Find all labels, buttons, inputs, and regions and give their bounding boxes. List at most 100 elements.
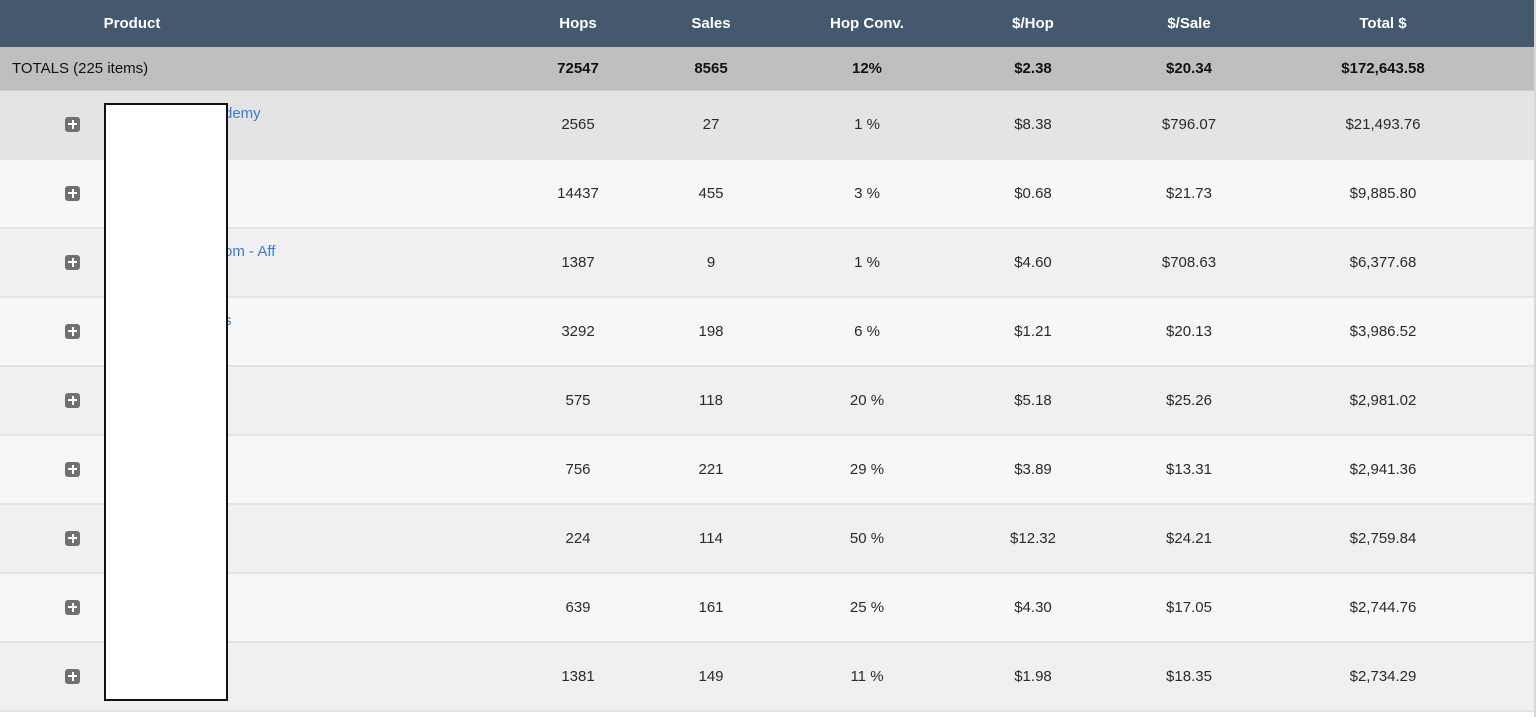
per-hop-cell: $1.98 [1014,668,1052,685]
per-hop-cell: $4.30 [1014,599,1052,616]
col-header-total[interactable]: Total $ [1359,15,1407,32]
per-hop-cell: $4.60 [1014,254,1052,271]
table-row: 14437 455 3 % $0.68 $21.73 $9,885.80 [0,160,1536,229]
hop-conv-cell: 20 % [849,392,885,409]
plus-square-icon[interactable] [65,254,80,270]
product-cell [0,574,264,641]
total-cell: $2,734.29 [1349,668,1417,685]
per-sale-cell: $13.31 [1166,461,1212,478]
hop-conv-cell: 1 % [854,254,880,271]
table-row: om - Aff 1387 9 1 % $4.60 $708.63 $6,377.68 [0,229,1536,298]
total-cell: $6,377.68 [1349,254,1417,271]
product-cell [0,505,264,572]
hop-conv-cell: 3 % [854,185,880,202]
sales-cell: 27 [702,116,720,133]
table-row: 639 161 25 % $4.30 $17.05 $2,744.76 [0,574,1536,643]
plus-square-icon[interactable] [65,668,80,684]
total-cell: $2,744.76 [1349,599,1417,616]
per-sale-cell: $24.21 [1166,530,1212,547]
plus-square-icon[interactable] [65,323,80,339]
hops-cell: 2565 [561,116,595,133]
table-row: 224 114 50 % $12.32 $24.21 $2,759.84 [0,505,1536,574]
table-row: 575 118 20 % $5.18 $25.26 $2,981.02 [0,367,1536,436]
table-row: s32921986 %$1.21$20.13$3,986.52 [0,298,1536,367]
total-cell: $21,493.76 [1345,116,1421,133]
product-cell: demy [0,91,264,158]
col-header-product[interactable]: Product [103,15,161,32]
total-cell: $3,986.52 [1349,323,1417,340]
per-sale-cell: $18.35 [1166,668,1212,685]
plus-square-icon[interactable] [65,530,80,546]
col-header-sales[interactable]: Sales [691,15,731,32]
sales-cell: 9 [706,254,716,271]
col-header-hops[interactable]: Hops [559,15,597,32]
hop-conv-cell: 25 % [849,599,885,616]
per-hop-cell: $5.18 [1014,392,1052,409]
per-sale-cell: $796.07 [1161,116,1217,133]
sales-cell: 114 [699,530,723,547]
per-sale-cell: $25.26 [1166,392,1212,409]
per-hop-cell: $3.89 [1014,461,1052,478]
product-cell [0,643,264,710]
totals-total: $172,643.58 [1341,60,1425,77]
table-body: demy 2565 27 1 % $8.38 $796.07 $21,493.76 14437… [0,91,1536,712]
hop-conv-cell: 11 % [850,668,884,685]
table-header: Product Hops Sales Hop Conv. $/Hop $/Sal… [0,0,1536,47]
totals-row: TOTALS (225 items) 72547 8565 12% $2.38 … [0,47,1536,91]
per-hop-cell: $8.38 [1014,116,1052,133]
hops-cell: 1387 [561,254,595,271]
hops-cell: 575 [565,392,591,409]
per-sale-cell: $20.13 [1166,323,1212,340]
hops-cell: 756 [565,461,591,478]
plus-square-icon[interactable] [65,392,80,408]
sales-cell: 455 [698,185,724,202]
product-cell [0,436,264,503]
product-link[interactable]: demy [224,105,261,122]
product-cell [0,160,264,227]
scrollbar[interactable] [1534,0,1536,717]
hops-cell: 1381 [561,668,595,685]
totals-per-sale: $20.34 [1166,60,1212,77]
plus-square-icon[interactable] [65,116,80,132]
total-cell: $2,981.02 [1349,392,1417,409]
plus-square-icon[interactable] [65,461,80,477]
hops-cell: 14437 [557,185,599,202]
sales-cell: 198 [698,323,724,340]
hop-conv-cell: 1 % [854,116,880,133]
total-cell: $2,759.84 [1349,530,1417,547]
per-sale-cell: $21.73 [1166,185,1212,202]
totals-hop-conv: 12% [851,60,883,77]
sales-cell: 149 [698,668,724,685]
total-cell: $9,885.80 [1349,185,1417,202]
totals-label: TOTALS (225 items) [12,60,149,77]
product-cell [0,367,264,434]
col-header-per-hop[interactable]: $/Hop [1012,15,1054,32]
totals-per-hop: $2.38 [1014,60,1052,77]
hop-conv-cell: 50 % [849,530,885,547]
hop-conv-cell: 6 % [854,323,880,340]
product-cell: om - Aff [0,229,275,296]
redaction-box [104,103,228,701]
col-header-hop-conv[interactable]: Hop Conv. [830,15,904,32]
hop-conv-cell: 29 % [849,461,885,478]
hops-cell: 639 [565,599,591,616]
hops-cell: 224 [565,530,591,547]
sales-cell: 118 [699,392,723,409]
hops-cell: 3292 [561,323,595,340]
plus-square-icon[interactable] [65,185,80,201]
totals-hops: 72547 [557,60,599,77]
table-row: 1381 149 11 % $1.98 $18.35 $2,734.29 [0,643,1536,712]
col-header-per-sale[interactable]: $/Sale [1167,15,1211,32]
per-hop-cell: $12.32 [1010,530,1056,547]
plus-square-icon[interactable] [65,599,80,615]
table-row: 756 221 29 % $3.89 $13.31 $2,941.36 [0,436,1536,505]
per-hop-cell: $1.21 [1014,323,1052,340]
totals-sales: 8565 [694,60,728,77]
total-cell: $2,941.36 [1349,461,1417,478]
sales-cell: 161 [698,599,724,616]
per-sale-cell: $708.63 [1161,254,1217,271]
product-link[interactable]: om - Aff [224,243,276,260]
sales-cell: 221 [698,461,724,478]
per-hop-cell: $0.68 [1014,185,1052,202]
